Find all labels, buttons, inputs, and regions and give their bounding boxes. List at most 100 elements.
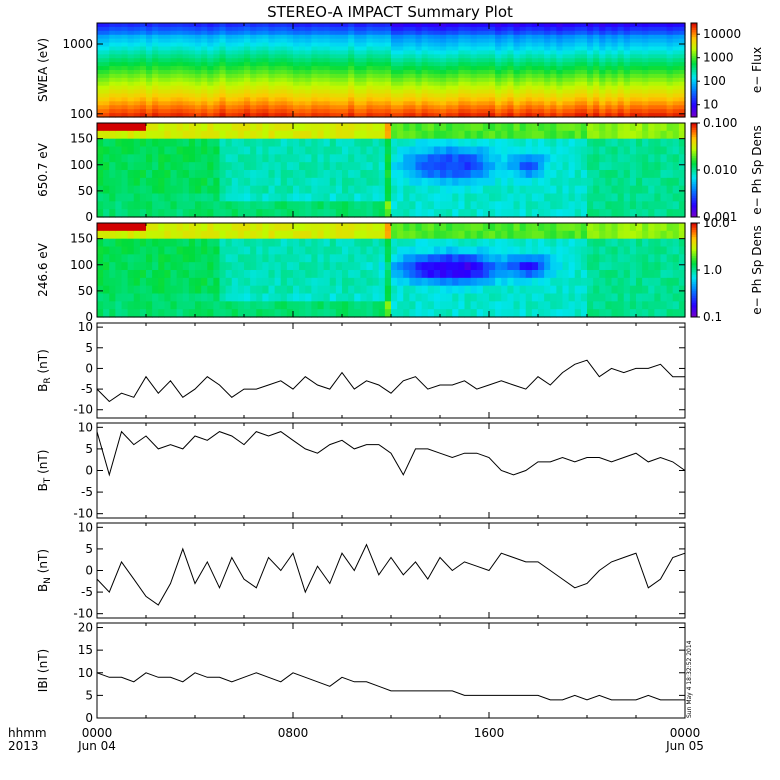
heatmap-cell — [433, 309, 441, 318]
heatmap-cell — [501, 254, 508, 263]
heatmap-cell — [648, 70, 655, 75]
heatmap-cell — [501, 50, 508, 55]
heatmap-cell — [164, 73, 172, 79]
heatmap-cell — [629, 277, 637, 287]
heatmap-cell — [305, 223, 312, 232]
heatmap-cell — [629, 177, 637, 187]
heatmap-cell — [244, 58, 251, 63]
heatmap-cell — [544, 109, 551, 114]
heatmap-cell — [354, 54, 361, 59]
heatmap-cell — [97, 123, 104, 132]
heatmap-cell — [568, 93, 576, 99]
heatmap-cell — [274, 105, 282, 110]
heatmap-cell — [195, 146, 202, 155]
heatmap-cell — [256, 85, 263, 91]
heatmap-cell — [378, 105, 386, 110]
heatmap-cell — [366, 193, 374, 202]
heatmap-cell — [348, 123, 355, 132]
heatmap-cell — [317, 70, 325, 75]
heatmap-cell — [421, 230, 429, 240]
heatmap-cell — [440, 246, 447, 255]
heatmap-cell — [195, 285, 202, 295]
heatmap-cell — [201, 238, 208, 248]
heatmap-cell — [293, 223, 300, 232]
heatmap-cell — [109, 42, 116, 48]
heatmap-cell — [262, 246, 270, 255]
heatmap-cell — [421, 113, 429, 118]
heatmap-cell — [164, 101, 172, 106]
colorbar-segment — [691, 248, 697, 252]
heatmap-cell — [550, 246, 557, 255]
heatmap-cell — [237, 66, 245, 71]
heatmap-cell — [305, 34, 312, 40]
heatmap-cell — [188, 154, 196, 163]
heatmap-cell — [587, 89, 594, 95]
heatmap-cell — [470, 170, 478, 179]
heatmap-cell — [629, 46, 637, 52]
heatmap-cell — [458, 113, 466, 118]
heatmap-cell — [342, 93, 349, 99]
heatmap-cell — [611, 93, 619, 99]
heatmap-cell — [519, 81, 527, 87]
colorbar-segment — [691, 84, 697, 87]
heatmap-cell — [519, 130, 527, 140]
heatmap-cell — [568, 77, 576, 83]
heatmap-cell — [672, 85, 680, 91]
heatmap-cell — [482, 54, 490, 59]
heatmap-cell — [268, 97, 276, 102]
heatmap-cell — [219, 223, 227, 232]
heatmap-cell — [397, 293, 404, 302]
heatmap-cell — [568, 185, 576, 195]
heatmap-cell — [660, 93, 668, 99]
heatmap-cell — [421, 270, 429, 279]
heatmap-cell — [544, 223, 551, 232]
heatmap-cell — [213, 262, 221, 271]
heatmap-cell — [311, 34, 319, 40]
heatmap-cell — [513, 309, 521, 318]
heatmap-cell — [574, 46, 582, 52]
heatmap-cell — [587, 70, 594, 75]
heatmap-cell — [636, 70, 643, 75]
heatmap-cell — [378, 62, 386, 67]
heatmap-cell — [348, 81, 355, 87]
heatmap-cell — [219, 62, 227, 67]
heatmap-cell — [464, 62, 472, 67]
heatmap-cell — [568, 130, 576, 140]
heatmap-cell — [317, 130, 325, 140]
heatmap-cell — [299, 89, 306, 95]
heatmap-cell — [323, 246, 331, 255]
heatmap-cell — [182, 293, 190, 302]
heatmap-cell — [409, 123, 417, 132]
heatmap-cell — [427, 177, 435, 187]
heatmap-cell — [452, 223, 459, 232]
heatmap-cell — [672, 66, 680, 71]
y-tick-label: 150 — [70, 232, 93, 246]
heatmap-cell — [470, 230, 478, 240]
heatmap-cell — [237, 162, 245, 171]
heatmap-cell — [574, 162, 582, 171]
heatmap-cell — [415, 209, 423, 218]
heatmap-cell — [158, 170, 165, 179]
heatmap-cell — [231, 54, 239, 59]
heatmap-cell — [531, 26, 539, 32]
heatmap-cell — [427, 38, 435, 44]
heatmap-cell — [103, 162, 110, 171]
heatmap-cell — [286, 185, 294, 195]
heatmap-cell — [329, 293, 337, 302]
heatmap-cell — [427, 154, 435, 163]
heatmap-cell — [397, 101, 404, 106]
heatmap-cell — [115, 46, 123, 52]
heatmap-cell — [366, 209, 374, 218]
heatmap-cell — [470, 285, 478, 295]
heatmap-cell — [501, 109, 508, 114]
heatmap-cell — [97, 73, 104, 79]
heatmap-cell — [360, 89, 368, 95]
heatmap-cell — [256, 26, 263, 32]
colorbar-segment — [691, 132, 697, 136]
heatmap-cell — [629, 93, 637, 99]
heatmap-cell — [433, 50, 441, 55]
heatmap-cell — [213, 293, 221, 302]
heatmap-cell — [152, 277, 159, 287]
colorbar-tick-label: 10000 — [703, 27, 741, 41]
heatmap-cell — [648, 23, 655, 28]
